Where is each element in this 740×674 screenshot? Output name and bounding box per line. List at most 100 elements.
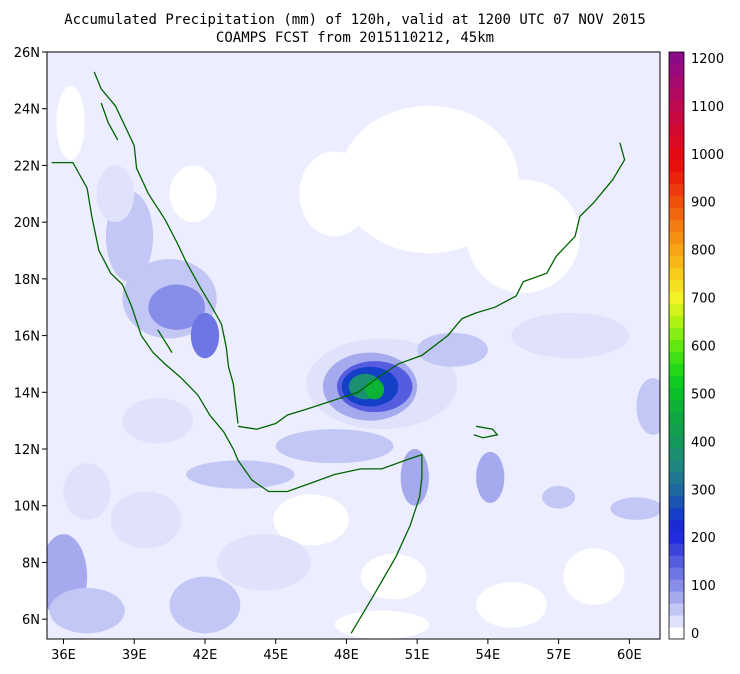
lat-tick-label: 18N <box>14 273 40 288</box>
lat-tick-label: 24N <box>14 103 40 118</box>
coastline <box>51 161 423 634</box>
colorbar-swatch <box>669 627 684 640</box>
dry-area <box>299 151 371 237</box>
colorbar-swatch <box>669 52 684 65</box>
lat-tick-label: 20N <box>14 216 40 231</box>
colorbar-swatch <box>669 147 684 161</box>
lat-tick-label: 22N <box>14 159 40 174</box>
colorbar-swatch <box>669 471 684 484</box>
lat-tick-label: 26N <box>14 46 40 61</box>
dry-area <box>476 582 547 628</box>
coastline <box>473 425 499 439</box>
precip-blob <box>63 463 111 520</box>
colorbar-swatch <box>669 615 684 628</box>
coastline <box>157 329 173 353</box>
colorbar-swatch <box>669 243 684 257</box>
precip-blob <box>511 312 630 359</box>
colorbar-swatch <box>669 387 684 400</box>
colorbar-swatch <box>669 603 684 616</box>
colorbar-swatch <box>669 447 684 460</box>
colorbar-swatch <box>669 171 684 185</box>
colorbar-swatch <box>669 483 684 496</box>
colorbar-label: 0 <box>691 627 699 642</box>
colorbar-label: 900 <box>691 196 716 211</box>
colorbar-swatch <box>669 423 684 436</box>
precip-blob <box>148 284 205 330</box>
precip-blob <box>542 485 576 509</box>
colorbar-label: 300 <box>691 483 716 498</box>
lat-tick-label: 14N <box>14 386 40 401</box>
lon-tick-label: 48E <box>334 648 359 663</box>
map-title-line2: COAMPS FCST from 2015110212, 45km <box>215 30 495 46</box>
precip-blob <box>610 497 660 520</box>
map-frame <box>46 51 661 640</box>
colorbar-label: 600 <box>691 340 716 355</box>
colorbar-swatch <box>669 207 684 221</box>
precip-blob <box>110 491 182 549</box>
coastline <box>100 102 119 141</box>
colorbar-swatch <box>669 543 684 556</box>
colorbar-label: 500 <box>691 387 716 402</box>
lat-tick-label: 12N <box>14 443 40 458</box>
colorbar-swatch <box>669 411 684 424</box>
colorbar-swatch <box>669 435 684 448</box>
precip-field <box>47 86 660 639</box>
lat-tick-label: 8N <box>22 556 40 571</box>
lon-tick-label: 57E <box>546 648 571 663</box>
colorbar-swatch <box>669 159 684 173</box>
colorbar-swatch <box>669 339 684 352</box>
precip-blob <box>169 576 241 634</box>
dry-area <box>360 553 427 600</box>
colorbar-swatch <box>669 567 684 580</box>
lon-tick-label: 60E <box>617 648 642 663</box>
lat-tick-label: 6N <box>22 613 40 628</box>
colorbar-label: 200 <box>691 531 716 546</box>
colorbar-swatch <box>669 591 684 604</box>
lon-tick-label: 36E <box>51 648 76 663</box>
colorbar-swatch <box>669 375 684 388</box>
precip-blob <box>417 332 488 367</box>
map-title-line1: Accumulated Precipitation (mm) of 120h, … <box>64 12 646 28</box>
colorbar-swatch <box>669 555 684 568</box>
precip-blob <box>476 451 505 503</box>
precip-blob <box>216 534 312 591</box>
precip-blob <box>49 587 125 634</box>
precip-blob <box>275 429 394 464</box>
colorbar-swatch <box>669 363 684 376</box>
colorbar-swatch <box>669 519 684 532</box>
precip-blob <box>190 312 220 359</box>
lat-tick-label: 16N <box>14 330 40 345</box>
colorbar-label: 1000 <box>691 148 724 163</box>
coastline <box>93 71 239 424</box>
precip-blob <box>96 165 135 223</box>
colorbar-swatch <box>669 495 684 508</box>
colorbar-swatch <box>669 579 684 592</box>
lon-tick-label: 51E <box>405 648 430 663</box>
lon-tick-label: 42E <box>193 648 218 663</box>
precip-blob <box>122 397 194 444</box>
colorbar-label: 400 <box>691 435 716 450</box>
colorbar-swatch <box>669 135 684 149</box>
dry-area <box>334 610 429 639</box>
colorbar-swatch <box>669 279 684 293</box>
colorbar-swatch <box>669 291 684 305</box>
dry-area <box>273 494 349 546</box>
colorbar-swatch <box>669 87 684 101</box>
colorbar-swatch <box>669 399 684 412</box>
colorbar-label: 800 <box>691 244 716 259</box>
colorbar-label: 1100 <box>691 100 724 115</box>
colorbar-swatch <box>669 531 684 544</box>
axis-labels: 36E 39E 42E 45E 48E 51E 54E 57E 60E 26N 24N 22N 20N 1… <box>14 46 642 663</box>
colorbar-swatch <box>669 111 684 125</box>
colorbar-swatch <box>669 255 684 269</box>
lat-tick-label: 10N <box>14 500 40 515</box>
colorbar-swatch <box>669 183 684 197</box>
dry-area <box>466 179 580 294</box>
colorbar-swatch <box>669 123 684 137</box>
lon-tick-label: 45E <box>263 648 288 663</box>
colorbar-label: 700 <box>691 292 716 307</box>
colorbar-swatch <box>669 507 684 520</box>
precip-blob <box>365 379 385 400</box>
colorbar-swatch <box>669 195 684 209</box>
